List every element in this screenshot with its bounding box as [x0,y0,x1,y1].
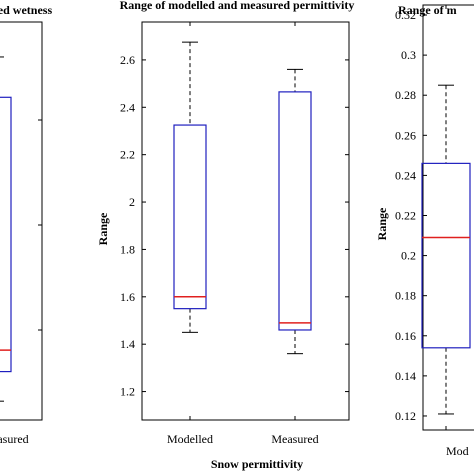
y-tick-label: 2.4 [120,100,135,114]
y-tick-label: 0.28 [395,88,416,102]
panel-left-category-label: easured [0,432,29,446]
panel-right: Range of m 0.120.140.160.180.20.220.240.… [375,3,474,458]
y-tick-label: 0.14 [395,369,416,383]
y-tick-label: 0.12 [395,409,416,423]
panel-center-x-axis-label: Snow permittivity [211,457,303,471]
y-tick-label: 1.8 [120,242,135,256]
y-tick-label: 1.2 [120,385,135,399]
panel-center: Range of modelled and measured permittiv… [96,0,354,471]
box-modelled [173,124,207,310]
box-measured [278,91,312,331]
y-tick-label: 2.2 [120,148,135,162]
y-tick-label: 0.3 [401,48,416,62]
panel-center-boxes [173,41,312,355]
box-modelled [421,162,471,349]
panel-center-category-modelled: Modelled [167,432,213,446]
box-measured [0,96,12,373]
y-tick-label: 1.6 [120,290,135,304]
y-tick-label: 0.32 [395,8,416,22]
panel-center-title: Range of modelled and measured permittiv… [120,0,355,12]
panel-left-tick-marks [38,119,42,331]
y-tick-label: 0.2 [401,249,416,263]
y-tick-label: 2.6 [120,53,135,67]
panel-center-plot-frame [141,21,350,421]
y-tick-label: 0.24 [395,168,416,182]
y-tick-label: 0.18 [395,289,416,303]
panel-right-y-axis-ticks: 0.12 0.14 0.16 0.18 0.2 0.22 0.24 0.26 0.28 0.3 0.… [395,5,447,430]
panel-right-y-axis-label: Range [375,207,389,240]
y-tick-label: 0.22 [395,208,416,222]
panel-right-boxes [421,84,471,415]
panel-left: ured wetness easured [0,3,52,446]
panel-left-plot-frame [0,21,43,421]
panel-left-title: ured wetness [0,3,52,17]
y-tick-label: 0.16 [395,329,416,343]
panel-center-y-axis-label: Range [96,212,110,245]
panel-center-category-measured: Measured [271,432,318,446]
y-tick-label: 0.26 [395,128,416,142]
y-tick-label: 2 [129,195,135,209]
panel-right-title: Range of m [398,3,457,17]
panel-right-category-label: Mod [446,444,469,458]
y-tick-label: 1.4 [120,337,135,351]
panel-left-boxes [0,56,12,402]
panel-right-plot-frame [422,4,474,431]
panel-center-y-axis-ticks: 1.2 1.4 1.6 1.8 2 2.2 2.4 2.6 [120,22,349,420]
